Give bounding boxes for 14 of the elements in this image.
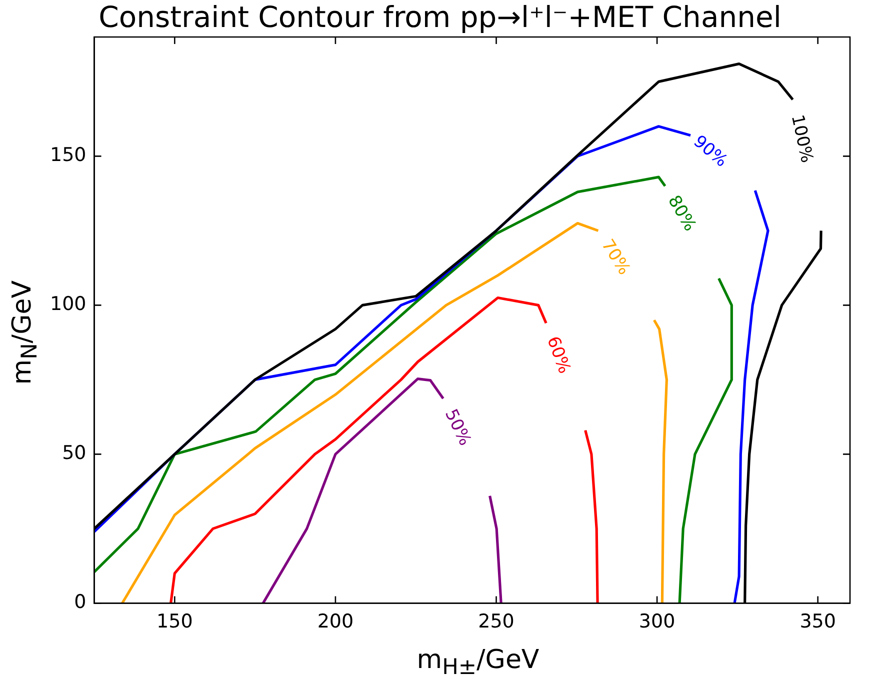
y-tick-label: 0 [74, 591, 86, 614]
x-tick-label: 250 [478, 610, 514, 633]
text: 60% [542, 334, 574, 376]
y-tick-label: 50 [62, 442, 86, 464]
y-tick-label: 100 [50, 293, 86, 316]
y-tick-label: 150 [50, 144, 86, 166]
x-tick-label: 350 [800, 610, 836, 633]
x-tick-label: 300 [638, 610, 676, 633]
x-tick-label: 200 [317, 610, 354, 633]
text: 50% [440, 406, 475, 449]
x-tick-label: 150 [156, 610, 193, 633]
chart-title: Constraint Contour from pp→l⁺l⁻+MET Channel [98, 0, 782, 34]
x-axis-title: m$_{H±}$/GeV [416, 645, 540, 680]
text: 100% [786, 112, 817, 165]
